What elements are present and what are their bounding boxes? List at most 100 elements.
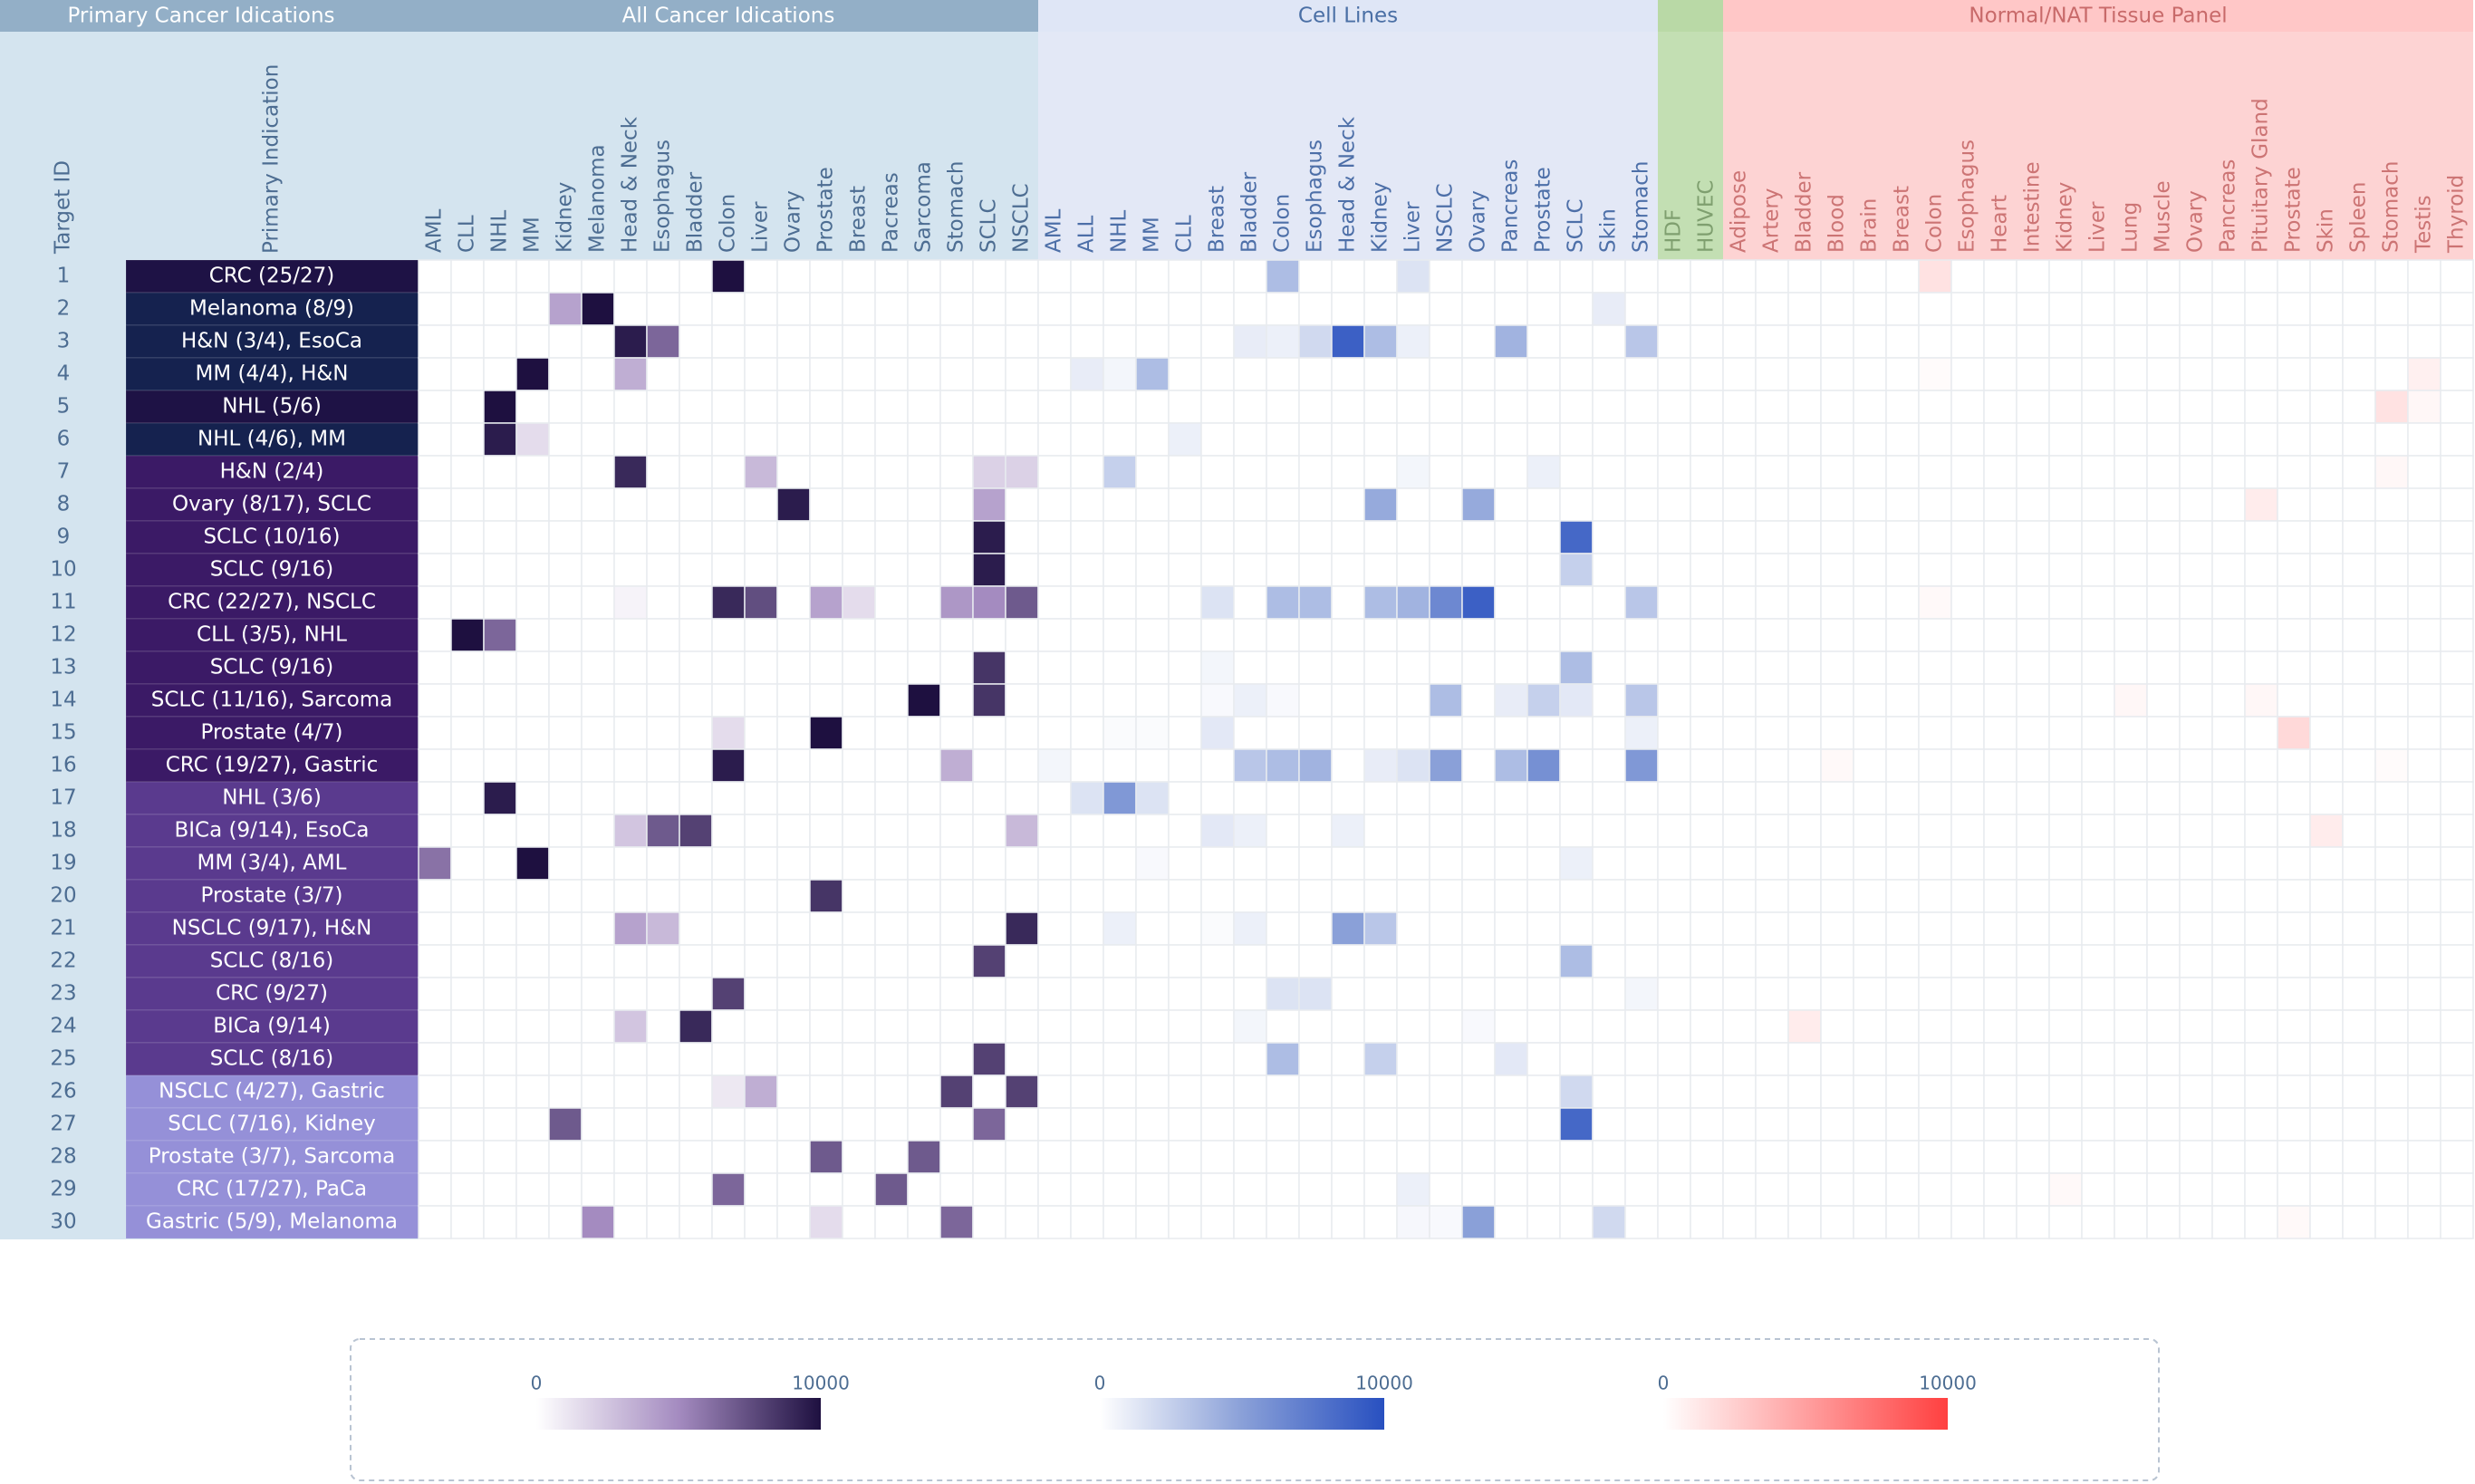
heat-cell	[1266, 879, 1300, 913]
heat-cell	[2277, 944, 2311, 978]
heat-cell	[1820, 618, 1854, 652]
heat-cell	[2407, 1205, 2441, 1239]
heat-cell	[679, 357, 713, 391]
heat-cell	[2440, 390, 2474, 424]
heat-cell	[1624, 683, 1659, 718]
column-label: Ovary	[1467, 190, 1490, 253]
heat-cell	[1983, 716, 2018, 750]
heat-cell	[972, 1140, 1006, 1174]
heat-cell	[581, 585, 615, 620]
heat-cell	[1135, 324, 1170, 359]
heat-cell	[2277, 618, 2311, 652]
heat-cell	[1755, 846, 1789, 881]
heat-cell	[1559, 259, 1594, 294]
heat-cell	[1168, 259, 1202, 294]
heat-cell	[1363, 259, 1398, 294]
heat-cell	[2244, 324, 2278, 359]
heat-cell	[1135, 357, 1170, 391]
heat-cell	[1918, 1009, 1952, 1044]
heat-cell	[1429, 585, 1463, 620]
heat-cell	[2440, 422, 2474, 457]
heat-cell	[646, 618, 680, 652]
heat-cell	[515, 683, 550, 718]
heat-cell	[1331, 911, 1365, 946]
heat-cell	[1429, 618, 1463, 652]
heat-cell	[450, 357, 485, 391]
heat-cell	[1526, 1074, 1561, 1109]
heat-cell	[972, 455, 1006, 489]
indication-label: SCLC (8/16)	[210, 1047, 333, 1071]
heat-cell	[1168, 879, 1202, 913]
heat-cell	[2081, 1205, 2115, 1239]
heat-cell	[2179, 814, 2213, 848]
heat-cell	[2114, 390, 2148, 424]
heat-cell	[1331, 1107, 1365, 1142]
heat-cell	[646, 1042, 680, 1076]
heat-cell	[1331, 422, 1365, 457]
heat-cell	[1461, 585, 1496, 620]
heat-cell	[1298, 944, 1333, 978]
heat-cell	[1722, 1009, 1757, 1044]
heat-cell	[1918, 683, 1952, 718]
heat-cell	[2342, 618, 2376, 652]
heat-cell	[744, 650, 778, 685]
heat-cell	[581, 650, 615, 685]
heat-cell	[776, 650, 811, 685]
heat-cell	[1363, 748, 1398, 783]
heat-cell	[2146, 1074, 2181, 1109]
heat-cell	[1983, 324, 2018, 359]
heat-cell	[1853, 585, 1887, 620]
heat-cell	[2342, 422, 2376, 457]
heat-cell	[2440, 1172, 2474, 1207]
heat-cell	[483, 553, 517, 587]
heat-cell	[2440, 911, 2474, 946]
heat-cell	[2342, 1107, 2376, 1142]
heat-cell	[1200, 553, 1235, 587]
heat-cell	[1885, 977, 1920, 1011]
heat-cell	[1331, 781, 1365, 815]
heat-cell	[1233, 1107, 1267, 1142]
heat-cell	[2114, 650, 2148, 685]
heat-cell	[711, 716, 746, 750]
heat-cell	[483, 781, 517, 815]
heat-cell	[450, 553, 485, 587]
heat-cell	[1233, 977, 1267, 1011]
heat-cell	[483, 520, 517, 554]
heat-cell	[1950, 1042, 1985, 1076]
heat-cell	[1983, 944, 2018, 978]
heat-cell	[2114, 814, 2148, 848]
heat-cell	[809, 814, 843, 848]
heat-cell	[1755, 1205, 1789, 1239]
heat-cell	[2277, 585, 2311, 620]
column-label: Pacreas	[880, 172, 903, 253]
heat-cell	[874, 324, 909, 359]
heat-cell	[1363, 292, 1398, 326]
heat-cell	[1266, 1205, 1300, 1239]
heat-cell	[1298, 650, 1333, 685]
column-label: AML	[1043, 208, 1066, 253]
heat-cell	[776, 520, 811, 554]
heat-cell	[776, 1009, 811, 1044]
heat-cell	[1135, 748, 1170, 783]
heat-cell	[2114, 781, 2148, 815]
heat-cell	[1592, 977, 1626, 1011]
heat-cell	[2374, 748, 2409, 783]
heat-cell	[809, 259, 843, 294]
heat-cell	[1233, 1140, 1267, 1174]
heat-cell	[1135, 1107, 1170, 1142]
heat-cell	[842, 650, 876, 685]
heat-cell	[1168, 1172, 1202, 1207]
heat-cell	[1526, 1172, 1561, 1207]
heat-cell	[1918, 781, 1952, 815]
heat-cell	[1722, 292, 1757, 326]
heat-cell	[1950, 846, 1985, 881]
heat-cell	[972, 716, 1006, 750]
heat-cell	[450, 683, 485, 718]
heat-cell	[1885, 944, 1920, 978]
heat-cell	[515, 1042, 550, 1076]
heat-cell	[1331, 716, 1365, 750]
heat-cell	[548, 390, 583, 424]
heat-cell	[2211, 879, 2246, 913]
heat-cell	[679, 259, 713, 294]
column-label: NHL	[488, 210, 512, 254]
